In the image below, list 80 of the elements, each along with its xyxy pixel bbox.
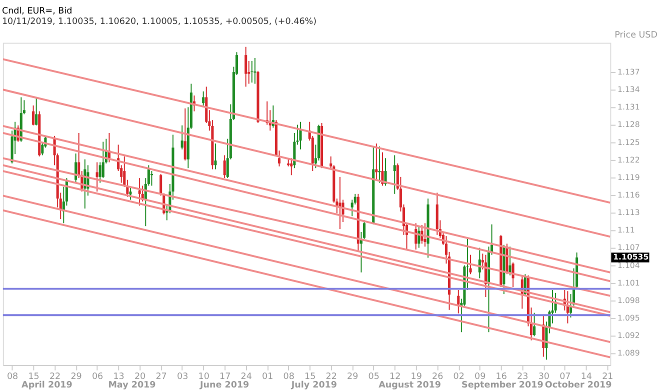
x-tick-label: 30 (538, 372, 550, 382)
text: September 2019 (462, 380, 544, 390)
x-tick-label: 29 (70, 372, 82, 382)
x-tick-label: 16 (496, 372, 508, 382)
candlestick (290, 158, 293, 176)
candlestick (35, 96, 38, 126)
candlestick (299, 121, 302, 150)
candlestick (160, 173, 162, 196)
x-tick-label: 09 (474, 372, 486, 382)
candlestick (129, 186, 132, 200)
x-tick-label: 15 (304, 372, 316, 382)
x-tick-label: 22 (49, 372, 61, 382)
candlestick (184, 108, 186, 161)
x-tick-label: 07 (560, 372, 571, 382)
x-tick-label: 17 (219, 372, 231, 382)
x-tick-label: 10 (198, 372, 210, 382)
candlestick (98, 162, 102, 184)
x-tick-label: 24 (240, 372, 252, 382)
y-tick-label: 1.098 (618, 296, 640, 305)
y-tick-label: 1.131 (618, 102, 640, 112)
y-tick-label: 1.089 (618, 348, 640, 358)
x-tick-label: 12 (390, 372, 401, 382)
candlestick (508, 246, 512, 276)
x-tick-label: 20 (134, 372, 146, 382)
x-tick-label: 14 (580, 372, 592, 382)
x-tick-label: 13 (113, 372, 124, 382)
y-tick-label: 1.104 (618, 260, 640, 270)
candlestick (138, 178, 141, 206)
candlestick (469, 254, 472, 275)
y-axis-title: Price USD (614, 30, 658, 40)
y-tick-label: 1.113 (618, 208, 640, 218)
x-tick-label: 27 (156, 372, 167, 382)
y-tick-label: 1.095 (618, 314, 640, 323)
text: October 2019 (544, 380, 612, 390)
y-tick-label: 1.119 (618, 172, 640, 182)
y-tick-label: 1.122 (618, 155, 640, 164)
text: April 2019 (22, 380, 72, 390)
y-tick-label: 1.107 (618, 243, 640, 252)
candlestick (214, 143, 217, 170)
y-tick-label: 1.101 (618, 278, 640, 288)
x-tick-label: 08 (6, 372, 18, 382)
x-tick-label: 03 (176, 372, 188, 382)
y-tick-label: 1.128 (618, 120, 640, 130)
x-tick-label: 21 (602, 372, 614, 382)
candlestick (32, 104, 35, 126)
candlestick (96, 162, 98, 192)
candlestick (180, 124, 184, 150)
x-tick-label: 26 (432, 372, 444, 382)
y-tick-label: 1.116 (618, 190, 640, 200)
x-tick-label: 23 (517, 372, 528, 382)
x-tick-label: 06 (92, 372, 104, 382)
y-tick-label: 1.11 (618, 226, 635, 235)
candlestick (457, 289, 460, 314)
candlestick (533, 312, 536, 337)
candlestick (202, 90, 205, 106)
x-tick-label: 02 (453, 372, 464, 382)
chart-title: Cndl, EUR=, Bid (2, 6, 72, 16)
x-tick-label: 29 (347, 372, 358, 382)
candlestick (384, 158, 387, 186)
x-tick-label: 22 (326, 372, 337, 382)
text: 1.10535 (613, 252, 649, 262)
y-tick-label: 1.137 (618, 67, 640, 76)
text: July 2019 (290, 380, 337, 390)
candlestick (244, 46, 248, 88)
x-tick-label: 05 (368, 372, 380, 382)
x-tick-label: 08 (283, 372, 294, 382)
y-tick-label: 1.092 (618, 331, 640, 340)
candlestick (102, 141, 104, 179)
candlestick (424, 222, 426, 248)
x-tick-label: 19 (410, 372, 422, 382)
chart-subtitle: 10/11/2019, 1.10035, 1.10620, 1.10005, 1.10535, +0.00505, (+0.46%) (2, 17, 317, 28)
x-tick-label: 01 (262, 372, 274, 382)
y-tick-label: 1.125 (618, 138, 640, 147)
candlestick (223, 154, 226, 179)
text: June 2019 (199, 380, 250, 390)
y-tick-label: 1.134 (618, 85, 640, 94)
text: May 2019 (108, 380, 156, 390)
text: August 2019 (378, 380, 442, 390)
x-tick-label: 15 (28, 372, 40, 382)
candlestick (393, 154, 396, 194)
